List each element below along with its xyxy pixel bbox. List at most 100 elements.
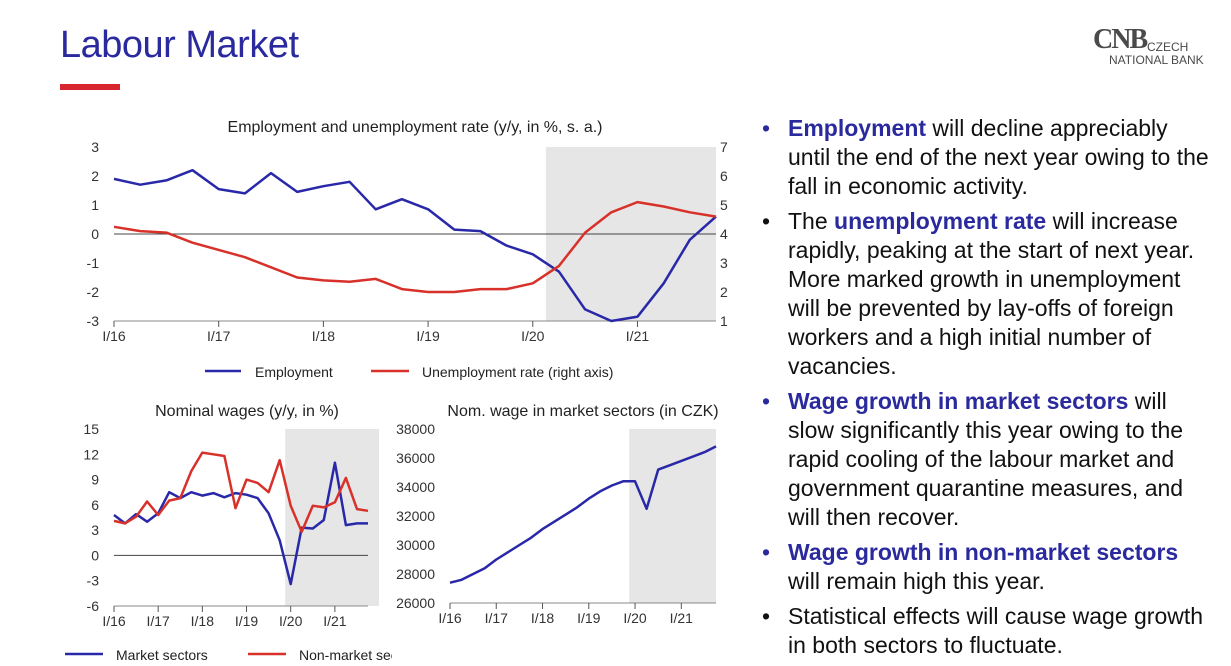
- y-tick-label: 12: [83, 446, 99, 462]
- legend-label-non-market: Non-market sectors: [299, 647, 392, 663]
- bullet-text: will decline appreciably until the end o…: [788, 115, 1209, 199]
- y-tick-label: 0: [91, 226, 99, 242]
- forecast-shading: [285, 429, 379, 606]
- series-line-0: [449, 445, 717, 584]
- y-tick-label: 9: [91, 472, 99, 488]
- bullet-dot: •: [762, 603, 771, 629]
- x-tick-label: I/21: [626, 328, 650, 344]
- bullet-highlight: Wage growth in market sectors: [788, 388, 1129, 414]
- y2-tick-label: 1: [720, 313, 728, 329]
- y-tick-label: -3: [87, 313, 100, 329]
- y-tick-label: 38000: [396, 421, 435, 437]
- bullet-unemployment-rate: • The unemployment rate will increase rap…: [762, 207, 1212, 381]
- y-tick-label: 28000: [396, 566, 435, 582]
- x-tick-label: I/18: [531, 610, 555, 626]
- y-tick-label: 0: [91, 547, 99, 563]
- series-lines: [449, 445, 717, 584]
- bullet-highlight: Wage growth in non-market sectors: [788, 539, 1179, 565]
- x-tick-label: I/19: [577, 610, 601, 626]
- bullet-text: will remain high this year.: [788, 568, 1045, 594]
- legend-label-unemployment: Unemployment rate (right axis): [422, 364, 613, 380]
- forecast-shading: [629, 429, 716, 603]
- y-tick-label: 6: [91, 497, 99, 513]
- x-tick-label: I/17: [146, 613, 170, 629]
- series-line-0: [113, 168, 717, 323]
- bullet-highlight: Employment: [788, 115, 927, 141]
- bullet-dot: •: [762, 115, 771, 141]
- x-axis: I/16 I/17 I/18 I/19 I/20 I/21: [102, 605, 368, 629]
- x-tick-label: I/21: [670, 610, 694, 626]
- title-underline: [60, 84, 120, 90]
- bullet-dot: •: [762, 539, 771, 565]
- x-axis: I/16 I/17 I/18 I/19 I/20 I/21: [102, 320, 716, 344]
- x-tick-label: I/21: [323, 613, 347, 629]
- x-tick-label: I/19: [416, 328, 440, 344]
- cnb-logo: CNB CZECH NATIONAL BANK: [1093, 24, 1205, 68]
- chart-legend: Market sectors Non-market sectors: [65, 647, 392, 663]
- employment-unemployment-chart: Employment and unemployment rate (y/y, i…: [87, 119, 728, 380]
- y-tick-label: 36000: [396, 450, 435, 466]
- x-tick-label: I/18: [191, 613, 215, 629]
- logo-mark: CNB: [1093, 24, 1148, 55]
- series-lines: [113, 168, 717, 323]
- y-axis-right: 7 6 5 4 3 2 1: [720, 139, 728, 329]
- plot-background: [629, 429, 716, 603]
- y2-tick-label: 5: [720, 197, 728, 213]
- y-axis-left: 38000 36000 34000 32000 30000 28000 26000: [396, 421, 435, 611]
- bullet-text: Statistical effects will cause wage grow…: [788, 603, 1204, 658]
- x-tick-label: I/20: [521, 328, 545, 344]
- bullet-prefix: The: [788, 208, 835, 234]
- page-title: Labour Market: [60, 24, 299, 66]
- y-tick-label: -2: [87, 284, 100, 300]
- x-tick-label: I/20: [279, 613, 303, 629]
- plot-background: [114, 147, 716, 321]
- chart-legend: Employment Unemployment rate (right axis…: [205, 364, 613, 380]
- chart-title: Nom. wage in market sectors (in CZK): [447, 403, 718, 420]
- y2-tick-label: 4: [720, 226, 728, 242]
- x-tick-label: I/20: [623, 610, 647, 626]
- y-axis-left: 15 12 9 6 3 0 -3 -6: [83, 421, 99, 614]
- bullet-text: will increase rapidly, peaking at the st…: [788, 208, 1195, 379]
- bullet-dot: •: [762, 388, 771, 414]
- chart-title: Employment and unemployment rate (y/y, i…: [228, 119, 603, 136]
- y-tick-label: 34000: [396, 479, 435, 495]
- bullet-non-market-wages: • Wage growth in non-market sectors will …: [762, 538, 1212, 596]
- y-axis-left: 3 2 1 0 -1 -2 -3: [87, 139, 100, 329]
- y2-tick-label: 3: [720, 255, 728, 271]
- y-tick-label: 26000: [396, 595, 435, 611]
- y2-tick-label: 7: [720, 139, 728, 155]
- y-tick-label: -1: [87, 255, 100, 271]
- bullet-dot: •: [762, 208, 771, 234]
- nominal-wages-chart: Nominal wages (y/y, in %) 15 12 9 6 3 0 -3 -6 I/…: [65, 403, 392, 663]
- series-line-1: [113, 200, 717, 294]
- series-lines: [113, 451, 369, 586]
- series-line-1: [113, 451, 369, 534]
- legend-label-market: Market sectors: [116, 647, 208, 663]
- x-tick-label: I/19: [235, 613, 259, 629]
- bullet-market-wages: • Wage growth in market sectors will slow…: [762, 387, 1212, 532]
- y2-tick-label: 2: [720, 284, 728, 300]
- legend-label-employment: Employment: [255, 364, 333, 380]
- key-points-list: • Employment will decline appreciably unt…: [762, 114, 1212, 666]
- bullet-text: will slow significantly this year owing …: [788, 388, 1184, 530]
- bullet-highlight: unemployment rate: [834, 208, 1047, 234]
- y-tick-label: 32000: [396, 508, 435, 524]
- bullet-employment: • Employment will decline appreciably unt…: [762, 114, 1212, 201]
- logo-line-2: NATIONAL BANK: [1109, 53, 1204, 67]
- logo-line-1: CZECH: [1147, 40, 1189, 54]
- x-tick-label: I/16: [102, 328, 126, 344]
- x-tick-label: I/16: [438, 610, 462, 626]
- x-tick-label: I/17: [207, 328, 231, 344]
- chart-title: Nominal wages (y/y, in %): [155, 403, 339, 420]
- y-tick-label: 30000: [396, 537, 435, 553]
- bullet-statistical-effects: • Statistical effects will cause wage gro…: [762, 602, 1212, 660]
- y-tick-label: -3: [87, 573, 100, 589]
- x-tick-label: I/17: [485, 610, 509, 626]
- nominal-wage-czk-chart: Nom. wage in market sectors (in CZK) 380…: [396, 403, 719, 626]
- y-tick-label: -6: [87, 598, 100, 614]
- y-tick-label: 3: [91, 139, 99, 155]
- y-tick-label: 15: [83, 421, 99, 437]
- x-axis: I/16 I/17 I/18 I/19 I/20 I/21: [438, 602, 716, 626]
- y-tick-label: 2: [91, 168, 99, 184]
- y-tick-label: 3: [91, 522, 99, 538]
